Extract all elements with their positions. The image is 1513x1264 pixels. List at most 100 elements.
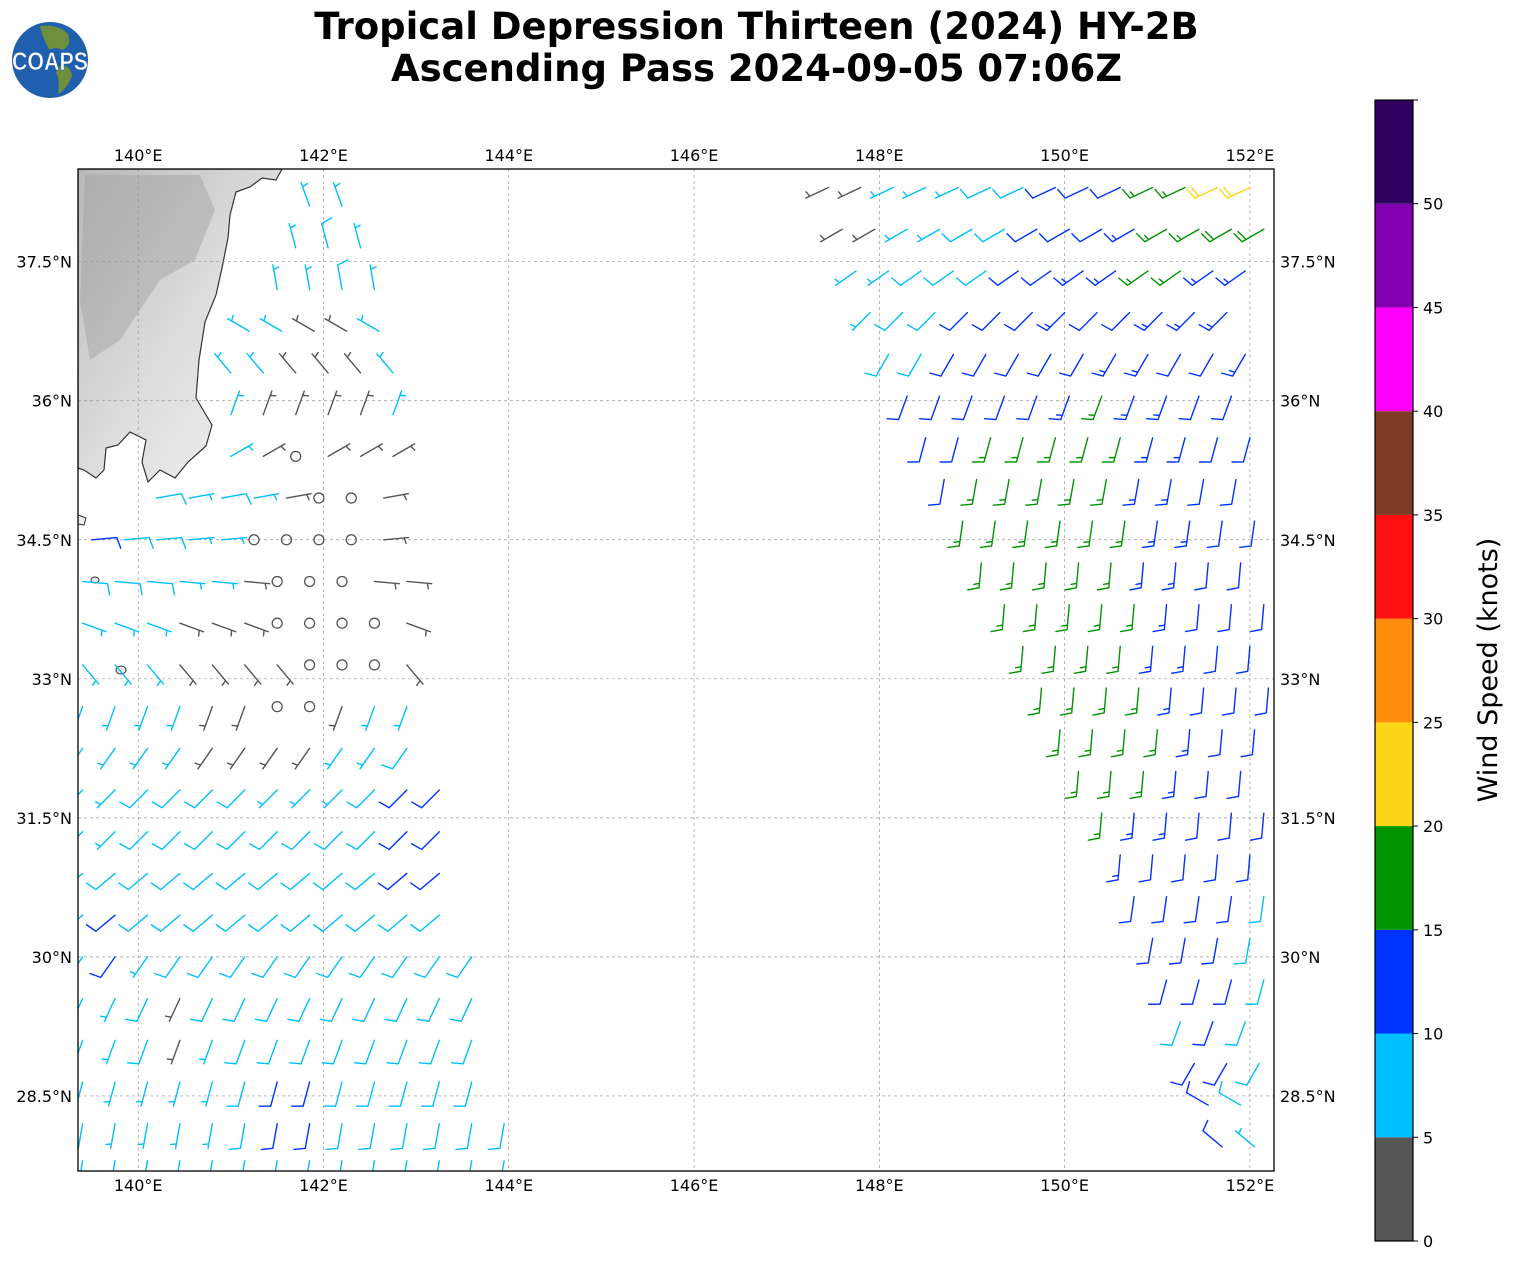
wind-barb bbox=[834, 270, 857, 287]
wind-barb bbox=[1203, 645, 1219, 674]
wind-barb bbox=[1154, 186, 1186, 199]
wind-barb bbox=[939, 437, 959, 463]
wind-barb bbox=[94, 831, 116, 851]
wind-barb bbox=[453, 1081, 473, 1107]
colorbar-tick-label: 10 bbox=[1423, 1025, 1443, 1044]
wind-barb bbox=[1064, 562, 1080, 591]
wind-barb bbox=[1020, 270, 1052, 287]
wind-barb bbox=[1118, 895, 1135, 924]
wind-barb bbox=[281, 831, 311, 851]
wind-barb bbox=[1081, 395, 1103, 421]
wind-barb bbox=[247, 872, 278, 891]
wind-barb bbox=[114, 664, 132, 686]
wind-barb bbox=[1038, 228, 1070, 243]
wind-barb bbox=[346, 789, 376, 809]
calm-circle bbox=[345, 534, 357, 546]
wind-barb bbox=[1110, 729, 1126, 758]
wind-barb bbox=[295, 390, 310, 416]
wind-barb bbox=[923, 270, 955, 287]
wind-barb bbox=[1180, 979, 1200, 1005]
wind-barb bbox=[1233, 228, 1265, 243]
wind-barb bbox=[78, 789, 84, 796]
wind-barb bbox=[258, 1081, 278, 1107]
wind-barb bbox=[336, 259, 349, 291]
wind-barb bbox=[455, 1123, 473, 1151]
wind-barb bbox=[406, 622, 432, 637]
wind-barb bbox=[183, 914, 214, 932]
x-tick-label-top: 142°E bbox=[299, 146, 348, 165]
wind-barb bbox=[907, 437, 927, 463]
colorbar-tick-label: 40 bbox=[1423, 402, 1443, 421]
wind-barb bbox=[1071, 228, 1103, 243]
wind-barb bbox=[345, 914, 376, 932]
wind-barb bbox=[992, 478, 1010, 506]
wind-barb bbox=[990, 603, 1006, 633]
wind-barb bbox=[85, 872, 116, 891]
calm-circle bbox=[271, 700, 283, 713]
wind-barb bbox=[179, 622, 205, 637]
wind-barb bbox=[422, 1123, 441, 1151]
calm-circle bbox=[313, 534, 325, 546]
colorbar-segment bbox=[1375, 1137, 1413, 1241]
x-tick-label-bottom: 148°E bbox=[855, 1176, 904, 1195]
wind-barb bbox=[1106, 645, 1121, 674]
wind-barb bbox=[1239, 520, 1256, 549]
wind-barb bbox=[436, 1160, 441, 1171]
calm-circle bbox=[290, 450, 302, 462]
wind-barb bbox=[994, 353, 1020, 377]
wind-barb bbox=[226, 1081, 246, 1107]
colorbar-tick-label: 50 bbox=[1423, 195, 1443, 214]
wind-barb bbox=[202, 1123, 214, 1150]
wind-barb bbox=[1221, 353, 1246, 377]
y-tick-label-right: 34.5°N bbox=[1280, 531, 1336, 550]
wind-barb bbox=[1089, 186, 1121, 199]
wind-barb bbox=[971, 311, 1001, 332]
wind-barb bbox=[323, 1081, 343, 1107]
wind-barb bbox=[78, 1039, 84, 1056]
wind-barb bbox=[1136, 228, 1168, 243]
wind-barb bbox=[226, 747, 246, 770]
wind-barb bbox=[1122, 478, 1140, 506]
wind-barb bbox=[166, 1039, 181, 1065]
island bbox=[78, 514, 87, 526]
wind-barb bbox=[1198, 437, 1219, 463]
wind-barb bbox=[451, 1039, 473, 1065]
wind-barb bbox=[1133, 311, 1163, 332]
y-tick-label-right: 31.5°N bbox=[1280, 809, 1336, 828]
wind-barb bbox=[1101, 311, 1131, 332]
wind-barb bbox=[973, 228, 1006, 243]
wind-barb bbox=[78, 705, 84, 722]
wind-barb bbox=[319, 997, 343, 1022]
wind-barb bbox=[291, 314, 315, 332]
wind-barb bbox=[78, 956, 84, 965]
wind-barb bbox=[101, 1039, 116, 1065]
wind-barb bbox=[1138, 645, 1154, 674]
wind-barb bbox=[345, 872, 376, 891]
wind-barb bbox=[947, 520, 964, 549]
wind-barb bbox=[246, 351, 264, 374]
wind-barb bbox=[144, 1160, 149, 1171]
wind-barb bbox=[1233, 937, 1251, 965]
wind-barb bbox=[291, 747, 311, 770]
x-tick-label-bottom: 150°E bbox=[1040, 1176, 1089, 1195]
wind-barb bbox=[129, 747, 149, 770]
wind-barb bbox=[410, 872, 441, 891]
wind-barb bbox=[1129, 770, 1145, 800]
calm-circle bbox=[345, 492, 357, 504]
wind-barb bbox=[388, 1081, 408, 1107]
colorbar-frame bbox=[1374, 99, 1414, 1242]
wind-barb bbox=[420, 1081, 441, 1107]
wind-barb bbox=[1006, 228, 1038, 243]
wind-barb bbox=[78, 831, 84, 838]
wind-barb bbox=[313, 831, 343, 851]
wind-barb bbox=[198, 1039, 214, 1065]
wind-barb bbox=[324, 314, 348, 332]
wind-barb bbox=[162, 747, 181, 770]
wind-barb bbox=[231, 705, 246, 731]
wind-barb bbox=[227, 314, 251, 332]
wind-barb bbox=[311, 351, 329, 374]
wind-barb bbox=[1027, 687, 1043, 716]
wind-barb bbox=[1136, 937, 1154, 965]
wind-barb bbox=[1134, 437, 1154, 463]
